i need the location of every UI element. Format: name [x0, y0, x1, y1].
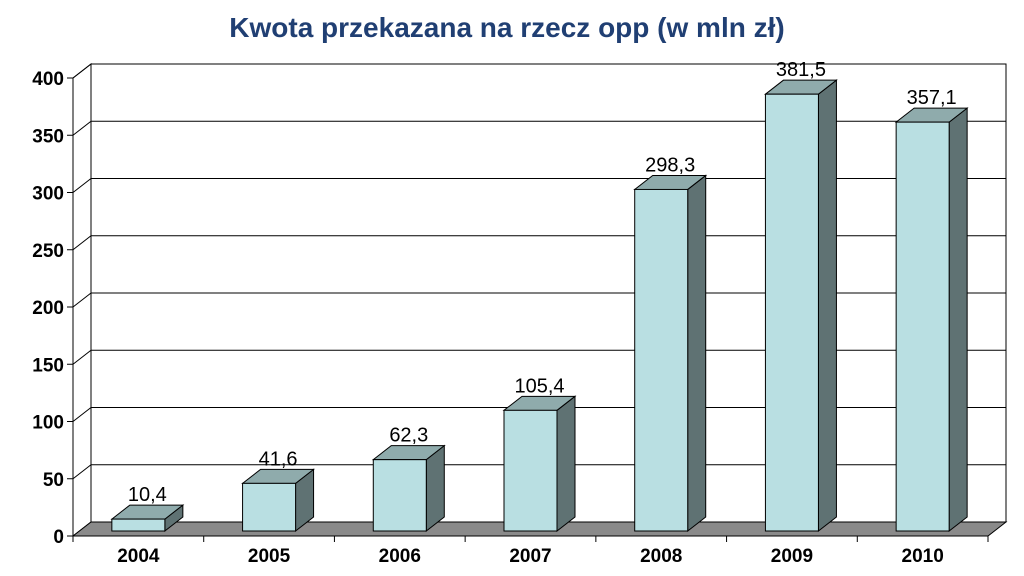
x-tick-label: 2008 — [640, 546, 682, 567]
bar-side — [425, 444, 445, 533]
gridline-side — [72, 235, 92, 251]
y-tick-label: 150 — [32, 355, 64, 376]
bar-side — [817, 79, 837, 533]
bar-side — [948, 107, 968, 533]
gridline-side — [72, 292, 92, 308]
bar-2005 — [241, 468, 316, 533]
bar — [242, 482, 297, 532]
bar — [764, 93, 819, 532]
y-tick-label: 400 — [32, 69, 64, 90]
gridline-side — [72, 120, 92, 136]
y-tick-label: 0 — [53, 527, 64, 548]
bar — [895, 121, 950, 532]
x-tick-label: 2010 — [902, 546, 944, 567]
label-layer: 10,4 2004 41,6 2005 62,3 2006 105,4 2007 298,3 20… — [117, 59, 956, 567]
bar-2008 — [633, 174, 708, 533]
y-tick-label: 200 — [32, 298, 64, 319]
bar-layer — [110, 79, 969, 533]
bar — [634, 188, 689, 532]
bar-2009 — [763, 79, 838, 533]
y-tick-label: 50 — [43, 470, 64, 491]
data-label: 10,4 — [128, 484, 167, 506]
chart-title: Kwota przekazana na rzecz opp (w mln zł) — [229, 12, 785, 43]
gridline-side — [72, 63, 92, 79]
bar-side — [556, 395, 576, 533]
bar — [503, 409, 558, 532]
gridline-side — [72, 349, 92, 365]
y-tick-label: 250 — [32, 241, 64, 262]
gridline-side — [72, 407, 92, 422]
data-label: 62,3 — [389, 425, 428, 447]
data-label: 357,1 — [907, 87, 957, 109]
y-tick-label: 100 — [32, 413, 64, 434]
bar-2010 — [894, 107, 969, 533]
gridline-side — [72, 178, 92, 193]
bar-2004 — [110, 504, 185, 533]
bar-2007 — [502, 395, 577, 533]
x-tick-label: 2004 — [117, 546, 160, 567]
data-label: 381,5 — [776, 59, 826, 81]
bar — [372, 459, 427, 532]
y-tick-label: 350 — [32, 126, 64, 147]
x-tick-label: 2005 — [248, 546, 291, 567]
data-label: 298,3 — [645, 154, 695, 176]
x-tick-label: 2009 — [771, 546, 813, 567]
gridline-side — [72, 464, 92, 480]
bar-side — [687, 174, 707, 533]
data-label: 105,4 — [514, 375, 564, 397]
x-tick-label: 2007 — [509, 546, 551, 567]
x-tick-label: 2006 — [379, 546, 421, 567]
data-label: 41,6 — [259, 448, 298, 470]
bar-2006 — [371, 444, 446, 533]
bar — [111, 518, 166, 532]
y-tick-label: 300 — [32, 184, 64, 205]
